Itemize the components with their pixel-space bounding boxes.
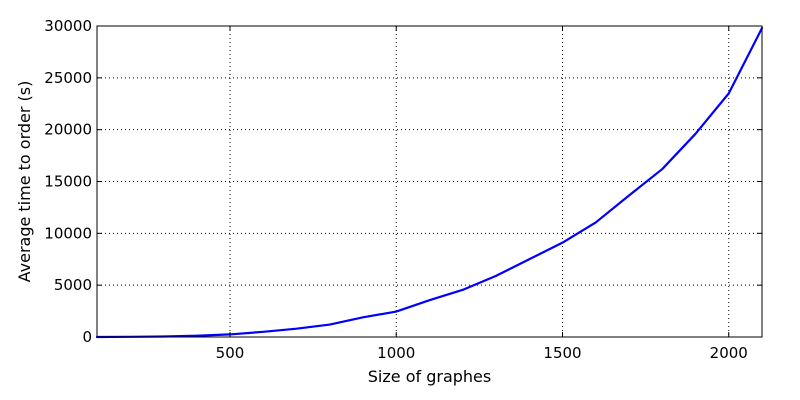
y-tick-label: 15000 — [44, 173, 92, 191]
tick-layer: 500 1000 1500 20000500010000150002000025000… — [44, 17, 762, 362]
y-tick-label: 25000 — [44, 69, 92, 87]
grid-layer — [97, 26, 762, 337]
x-axis-title: Size of graphes — [368, 367, 491, 386]
y-tick-label: 20000 — [44, 121, 92, 139]
x-tick-label: 1000 — [377, 344, 415, 362]
y-tick-label: 5000 — [54, 276, 92, 294]
y-tick-label: 30000 — [44, 17, 92, 35]
x-tick-label: 1500 — [543, 344, 581, 362]
x-tick-label: 500 — [216, 344, 245, 362]
x-tick-label: 2000 — [710, 344, 748, 362]
y-tick-label: 0 — [82, 328, 92, 346]
y-axis-title: Average time to order (s) — [15, 81, 34, 283]
y-tick-label: 10000 — [44, 224, 92, 242]
